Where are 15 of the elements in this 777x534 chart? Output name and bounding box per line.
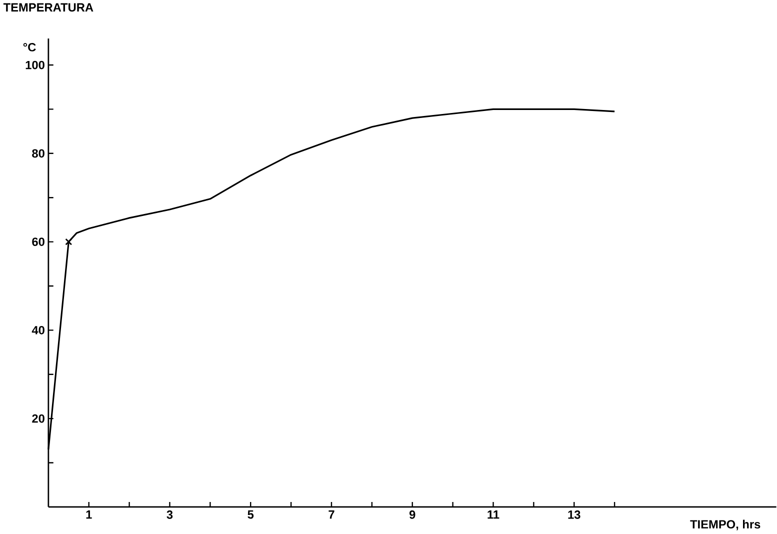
y-tick-label: 40 bbox=[32, 326, 44, 335]
x-tick-label: 7 bbox=[328, 510, 334, 519]
y-tick-label: 20 bbox=[32, 414, 44, 423]
x-tick-label: 3 bbox=[166, 510, 173, 520]
x-tick-label: 9 bbox=[409, 510, 416, 520]
x-axis-title: TIEMPO, hrs bbox=[690, 520, 760, 530]
y-tick-label: 60 bbox=[32, 238, 44, 246]
x-tick-label: 1 bbox=[86, 510, 92, 519]
y-axis-title: TEMPERATURA bbox=[3, 4, 94, 12]
y-tick-label: 80 bbox=[32, 149, 44, 158]
x-tick-label: 11 bbox=[488, 510, 500, 519]
y-tick-label: 100 bbox=[26, 61, 44, 70]
x-tick-label: 5 bbox=[248, 510, 254, 519]
text: °C bbox=[23, 43, 36, 52]
x-tick-label: 13 bbox=[568, 510, 580, 520]
